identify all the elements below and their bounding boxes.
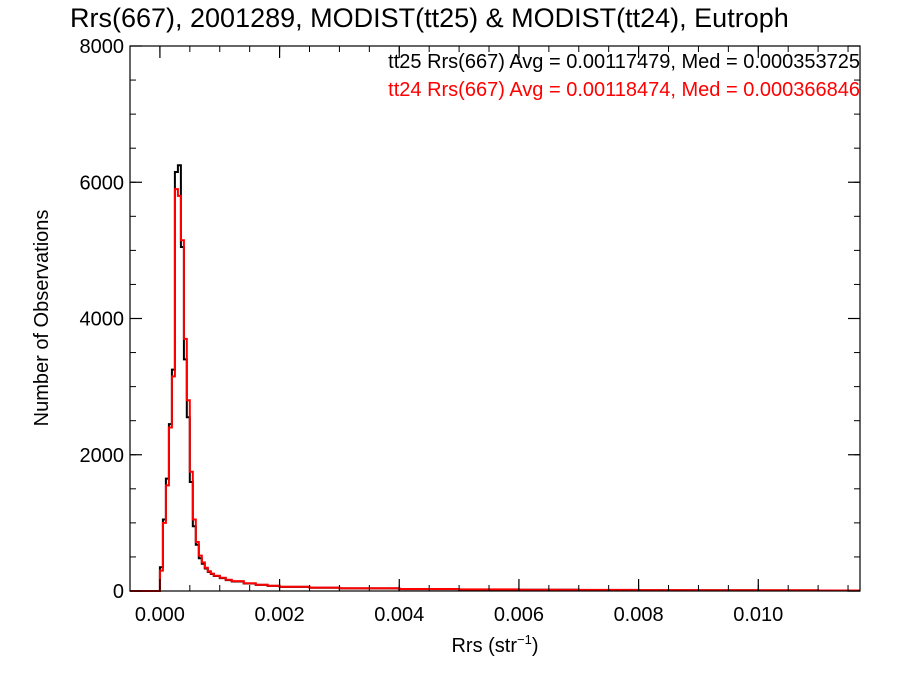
chart-title: Rrs(667), 2001289, MODIST(tt25) & MODIST… bbox=[70, 3, 789, 33]
x-tick-label: 0.004 bbox=[374, 604, 424, 626]
y-axis: 0 2000 4000 6000 8000 bbox=[80, 36, 860, 603]
legend-entry-tt24: tt24 Rrs(667) Avg = 0.00118474, Med = 0.… bbox=[388, 79, 860, 101]
x-axis-label: Rrs (str−1) bbox=[451, 632, 538, 657]
y-axis-label: Number of Observations bbox=[31, 210, 53, 427]
x-tick-label: 0.008 bbox=[614, 604, 664, 626]
y-tick-label: 0 bbox=[113, 581, 124, 603]
x-tick-label: 0.002 bbox=[255, 604, 305, 626]
x-tick-label: 0.006 bbox=[494, 604, 544, 626]
y-tick-label: 2000 bbox=[80, 445, 125, 467]
x-tick-label: 0.010 bbox=[733, 604, 783, 626]
x-axis-label-main: Rrs (str bbox=[451, 635, 517, 657]
series-layer bbox=[130, 164, 860, 592]
y-tick-label: 6000 bbox=[80, 172, 125, 194]
x-axis: 0.000 0.002 0.004 0.006 0.008 0.010 bbox=[129, 46, 849, 626]
y-tick-label: 8000 bbox=[80, 36, 125, 58]
series-tt24 bbox=[130, 188, 860, 592]
x-axis-label-close: ) bbox=[532, 635, 539, 657]
x-axis-label-superscript: −1 bbox=[517, 632, 532, 647]
x-tick-label: 0.000 bbox=[135, 604, 185, 626]
series-tt25-line bbox=[130, 164, 860, 592]
legend-entry-tt25: tt25 Rrs(667) Avg = 0.00117479, Med = 0.… bbox=[388, 51, 860, 73]
series-tt25 bbox=[130, 164, 860, 592]
y-tick-label: 4000 bbox=[80, 309, 125, 331]
plot-frame bbox=[129, 45, 861, 592]
series-tt24-line bbox=[130, 188, 860, 592]
